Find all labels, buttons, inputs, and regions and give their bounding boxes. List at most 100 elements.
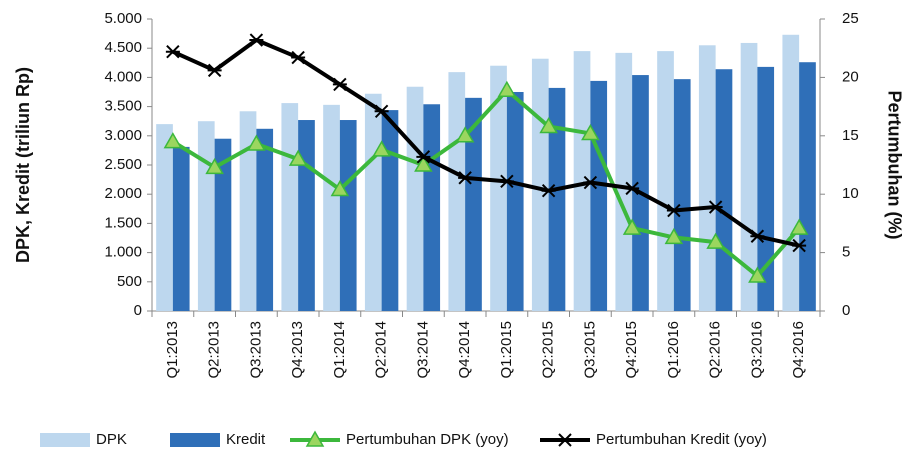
bar bbox=[465, 97, 482, 311]
y2-tick-label: 5 bbox=[842, 244, 850, 261]
line-marker bbox=[455, 126, 475, 143]
bar bbox=[156, 124, 173, 312]
line-marker bbox=[625, 181, 640, 196]
bar bbox=[506, 92, 524, 311]
line-marker bbox=[247, 134, 266, 151]
x-tick-label: Q1:2013 bbox=[164, 321, 181, 379]
bar bbox=[172, 146, 190, 311]
y-tick-label: 1.500 bbox=[104, 214, 142, 231]
bar bbox=[657, 51, 674, 312]
line-marker bbox=[789, 218, 809, 235]
line-marker bbox=[664, 227, 684, 245]
x-tick-label: Q3:2015 bbox=[581, 321, 598, 379]
line-marker bbox=[165, 44, 180, 59]
bar bbox=[423, 104, 441, 311]
line-marker bbox=[163, 132, 183, 149]
y2-tick-label: 15 bbox=[842, 127, 859, 144]
bar bbox=[531, 58, 549, 311]
line-marker bbox=[458, 171, 473, 185]
y-tick-label: 4.500 bbox=[104, 39, 142, 56]
bar bbox=[406, 86, 424, 311]
legend-label: DPK bbox=[96, 431, 127, 448]
line-marker bbox=[372, 140, 391, 157]
bar bbox=[615, 52, 633, 311]
line bbox=[171, 88, 801, 278]
bar bbox=[548, 87, 566, 311]
line-marker bbox=[332, 77, 347, 92]
x-tick-label: Q3:2014 bbox=[414, 321, 431, 379]
line-marker bbox=[414, 155, 433, 172]
bar bbox=[256, 128, 274, 311]
y-tick-label: 3.000 bbox=[104, 127, 142, 144]
y-tick-label: 2.000 bbox=[104, 185, 142, 202]
bar bbox=[782, 34, 800, 311]
line-marker bbox=[207, 63, 222, 78]
legend-label: Pertumbuhan Kredit (yoy) bbox=[596, 431, 767, 448]
bar bbox=[740, 42, 758, 311]
y2-tick-label: 10 bbox=[842, 185, 859, 202]
line-marker bbox=[539, 116, 558, 134]
bar bbox=[757, 66, 775, 311]
bar bbox=[490, 65, 507, 311]
legend-label: Pertumbuhan DPK (yoy) bbox=[346, 431, 509, 448]
bar bbox=[381, 110, 399, 311]
y2-tick-label: 0 bbox=[842, 302, 850, 319]
bar bbox=[339, 120, 357, 311]
bar bbox=[448, 72, 466, 311]
y2-tick-label: 25 bbox=[842, 10, 859, 27]
legend-label: Kredit bbox=[226, 431, 266, 448]
line-marker bbox=[497, 80, 517, 97]
legend-marker bbox=[558, 433, 572, 447]
y-tick-label: 4.000 bbox=[104, 68, 142, 85]
y-axis-title: DPK, Kredit (triliun Rp) bbox=[13, 67, 33, 263]
y-tick-label: 1.000 bbox=[104, 244, 142, 261]
line-marker bbox=[708, 200, 723, 214]
bar bbox=[698, 45, 716, 311]
line-marker bbox=[706, 232, 725, 249]
y-tick-label: 2.500 bbox=[104, 156, 142, 173]
x-tick-label: Q1:2014 bbox=[331, 321, 348, 379]
bar bbox=[364, 93, 382, 311]
line-marker bbox=[541, 183, 556, 198]
bar bbox=[573, 51, 591, 312]
x-tick-label: Q1:2015 bbox=[498, 321, 515, 379]
x-tick-label: Q4:2014 bbox=[456, 321, 473, 379]
line-marker bbox=[249, 33, 264, 47]
line-marker bbox=[583, 175, 598, 190]
bar bbox=[298, 120, 315, 311]
y-tick-label: 5.000 bbox=[104, 10, 142, 27]
y-tick-label: 3.500 bbox=[104, 98, 142, 115]
x-tick-label: Q2:2016 bbox=[707, 321, 724, 379]
line-marker bbox=[288, 149, 308, 166]
x-tick-label: Q4:2015 bbox=[623, 321, 640, 379]
y-tick-label: 500 bbox=[117, 273, 142, 290]
x-tick-label: Q4:2016 bbox=[790, 321, 807, 379]
bar bbox=[197, 121, 215, 311]
line-marker bbox=[581, 123, 600, 141]
bar bbox=[799, 62, 816, 311]
bar bbox=[214, 138, 232, 311]
x-tick-label: Q3:2016 bbox=[748, 321, 765, 379]
bar bbox=[673, 79, 691, 311]
bar bbox=[590, 80, 608, 312]
x-tick-label: Q3:2013 bbox=[247, 321, 264, 379]
legend-swatch bbox=[40, 433, 90, 447]
line-marker bbox=[374, 104, 389, 118]
y2-axis-title: Pertumbuhan (%) bbox=[884, 90, 904, 239]
line-marker bbox=[748, 266, 767, 283]
x-tick-label: Q2:2013 bbox=[206, 321, 223, 379]
x-tick-label: Q2:2015 bbox=[540, 321, 557, 379]
line-marker bbox=[666, 203, 681, 218]
line-marker bbox=[205, 157, 224, 175]
line-marker bbox=[750, 229, 765, 243]
line-marker bbox=[291, 50, 306, 65]
x-tick-label: Q1:2016 bbox=[665, 321, 682, 379]
x-tick-label: Q4:2013 bbox=[289, 321, 306, 379]
bar bbox=[715, 69, 733, 311]
legend-marker bbox=[305, 430, 325, 447]
line bbox=[172, 38, 800, 248]
x-tick-label: Q2:2014 bbox=[373, 321, 390, 379]
line-marker bbox=[792, 238, 807, 253]
y-tick-label: 0 bbox=[134, 302, 142, 319]
